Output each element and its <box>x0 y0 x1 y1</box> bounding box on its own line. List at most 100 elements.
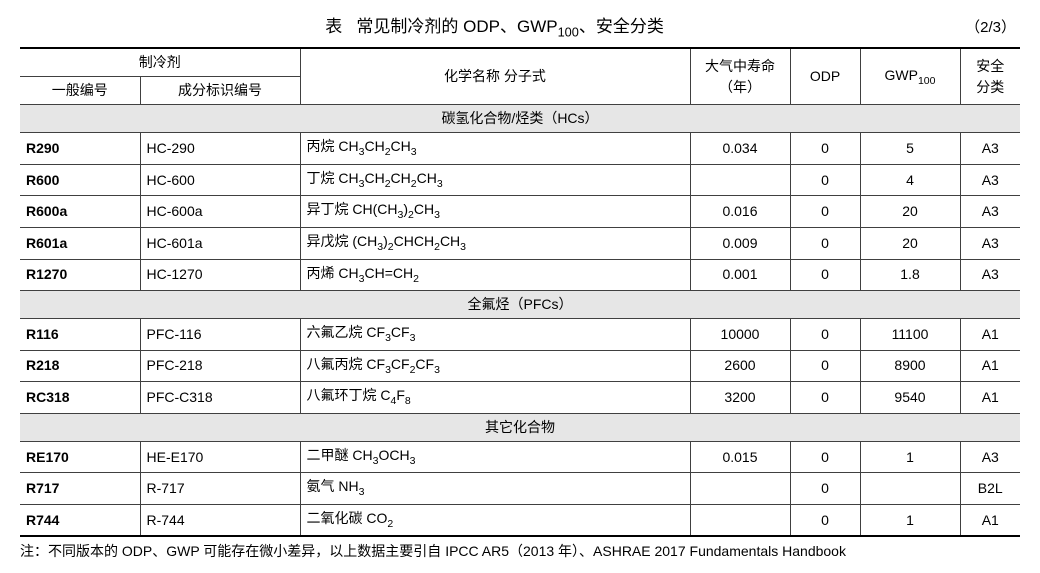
cell-component: PFC-C318 <box>140 382 300 414</box>
cell-odp: 0 <box>790 473 860 505</box>
cell-chem: 八氟丙烷 CF3CF2CF3 <box>300 350 690 382</box>
cell-safety: A3 <box>960 441 1020 473</box>
footnote: 注：不同版本的 ODP、GWP 可能存在微小差异，以上数据主要引自 IPCC A… <box>20 541 1020 561</box>
title-main: 常见制冷剂的 ODP、GWP <box>356 17 557 36</box>
cell-gwp: 8900 <box>860 350 960 382</box>
header-odp: ODP <box>790 48 860 105</box>
table-row: R600HC-600丁烷 CH3CH2CH2CH3 04A3 <box>20 164 1020 196</box>
cell-safety: A3 <box>960 196 1020 228</box>
section-label: 碳氢化合物/烃类（HCs） <box>20 105 1020 133</box>
table-row: RC318PFC-C318八氟环丁烷 C4F8320009540A1 <box>20 382 1020 414</box>
cell-odp: 0 <box>790 196 860 228</box>
cell-component: R-744 <box>140 504 300 536</box>
cell-chem: 二甲醚 CH3OCH3 <box>300 441 690 473</box>
section-label: 全氟烃（PFCs） <box>20 291 1020 319</box>
cell-chem: 丙烷 CH3CH2CH3 <box>300 133 690 165</box>
cell-chem: 丙烯 CH3CH=CH2 <box>300 259 690 291</box>
cell-odp: 0 <box>790 382 860 414</box>
cell-life: 0.016 <box>690 196 790 228</box>
cell-gwp: 1 <box>860 441 960 473</box>
cell-gwp: 1.8 <box>860 259 960 291</box>
title-prefix: 表 <box>325 17 342 36</box>
cell-code: R744 <box>20 504 140 536</box>
cell-odp: 0 <box>790 504 860 536</box>
header-code: 一般编号 <box>20 77 140 105</box>
cell-odp: 0 <box>790 259 860 291</box>
cell-component: HC-290 <box>140 133 300 165</box>
cell-odp: 0 <box>790 133 860 165</box>
table-row: R744R-744二氧化碳 CO201A1 <box>20 504 1020 536</box>
cell-chem: 异戊烷 (CH3)2CHCH2CH3 <box>300 228 690 260</box>
cell-safety: A1 <box>960 350 1020 382</box>
cell-component: HE-E170 <box>140 441 300 473</box>
section-header: 其它化合物 <box>20 413 1020 441</box>
table-row: RE170HE-E170二甲醚 CH3OCH30.01501A3 <box>20 441 1020 473</box>
cell-chem: 丁烷 CH3CH2CH2CH3 <box>300 164 690 196</box>
refrigerant-table: 制冷剂 化学名称 分子式 大气中寿命（年） ODP GWP100 安全分类 一般… <box>20 47 1020 537</box>
cell-chem: 异丁烷 CH(CH3)2CH3 <box>300 196 690 228</box>
cell-odp: 0 <box>790 350 860 382</box>
cell-gwp: 11100 <box>860 319 960 351</box>
section-header: 全氟烃（PFCs） <box>20 291 1020 319</box>
table-title: 表 常见制冷剂的 ODP、GWP100、安全分类 <box>24 12 965 39</box>
cell-life <box>690 473 790 505</box>
section-label: 其它化合物 <box>20 413 1020 441</box>
cell-component: PFC-116 <box>140 319 300 351</box>
cell-gwp: 4 <box>860 164 960 196</box>
cell-code: RC318 <box>20 382 140 414</box>
cell-chem: 氨气 NH3 <box>300 473 690 505</box>
cell-safety: A3 <box>960 228 1020 260</box>
cell-odp: 0 <box>790 164 860 196</box>
cell-gwp: 20 <box>860 196 960 228</box>
cell-chem: 八氟环丁烷 C4F8 <box>300 382 690 414</box>
cell-component: HC-600a <box>140 196 300 228</box>
cell-component: PFC-218 <box>140 350 300 382</box>
table-body: 碳氢化合物/烃类（HCs）R290HC-290丙烷 CH3CH2CH30.034… <box>20 105 1020 537</box>
cell-code: R601a <box>20 228 140 260</box>
cell-odp: 0 <box>790 228 860 260</box>
cell-component: HC-1270 <box>140 259 300 291</box>
section-header: 碳氢化合物/烃类（HCs） <box>20 105 1020 133</box>
cell-component: HC-601a <box>140 228 300 260</box>
table-row: R290HC-290丙烷 CH3CH2CH30.03405A3 <box>20 133 1020 165</box>
table-row: R116PFC-116六氟乙烷 CF3CF310000011100A1 <box>20 319 1020 351</box>
cell-code: R290 <box>20 133 140 165</box>
cell-gwp: 5 <box>860 133 960 165</box>
cell-life <box>690 164 790 196</box>
title-row: 表 常见制冷剂的 ODP、GWP100、安全分类 （2/3） <box>20 12 1020 39</box>
cell-life: 0.001 <box>690 259 790 291</box>
header-refrigerant: 制冷剂 <box>20 48 300 77</box>
cell-code: R600 <box>20 164 140 196</box>
cell-life: 0.009 <box>690 228 790 260</box>
cell-chem: 六氟乙烷 CF3CF3 <box>300 319 690 351</box>
cell-safety: A1 <box>960 382 1020 414</box>
header-gwp: GWP100 <box>860 48 960 105</box>
table-header: 制冷剂 化学名称 分子式 大气中寿命（年） ODP GWP100 安全分类 一般… <box>20 48 1020 105</box>
table-row: R218PFC-218八氟丙烷 CF3CF2CF3260008900A1 <box>20 350 1020 382</box>
cell-safety: A3 <box>960 164 1020 196</box>
header-chem: 化学名称 分子式 <box>300 48 690 105</box>
title-sub: 100 <box>558 24 579 39</box>
cell-life: 0.015 <box>690 441 790 473</box>
table-row: R717R-717氨气 NH30B2L <box>20 473 1020 505</box>
cell-code: R218 <box>20 350 140 382</box>
cell-code: RE170 <box>20 441 140 473</box>
cell-odp: 0 <box>790 441 860 473</box>
cell-chem: 二氧化碳 CO2 <box>300 504 690 536</box>
cell-code: R1270 <box>20 259 140 291</box>
cell-component: R-717 <box>140 473 300 505</box>
cell-gwp: 20 <box>860 228 960 260</box>
cell-component: HC-600 <box>140 164 300 196</box>
cell-gwp: 9540 <box>860 382 960 414</box>
table-row: R601aHC-601a异戊烷 (CH3)2CHCH2CH30.009020A3 <box>20 228 1020 260</box>
cell-life: 10000 <box>690 319 790 351</box>
cell-code: R600a <box>20 196 140 228</box>
cell-safety: B2L <box>960 473 1020 505</box>
cell-gwp <box>860 473 960 505</box>
cell-safety: A3 <box>960 133 1020 165</box>
cell-safety: A1 <box>960 319 1020 351</box>
cell-life <box>690 504 790 536</box>
cell-code: R116 <box>20 319 140 351</box>
cell-safety: A1 <box>960 504 1020 536</box>
table-row: R600aHC-600a异丁烷 CH(CH3)2CH30.016020A3 <box>20 196 1020 228</box>
